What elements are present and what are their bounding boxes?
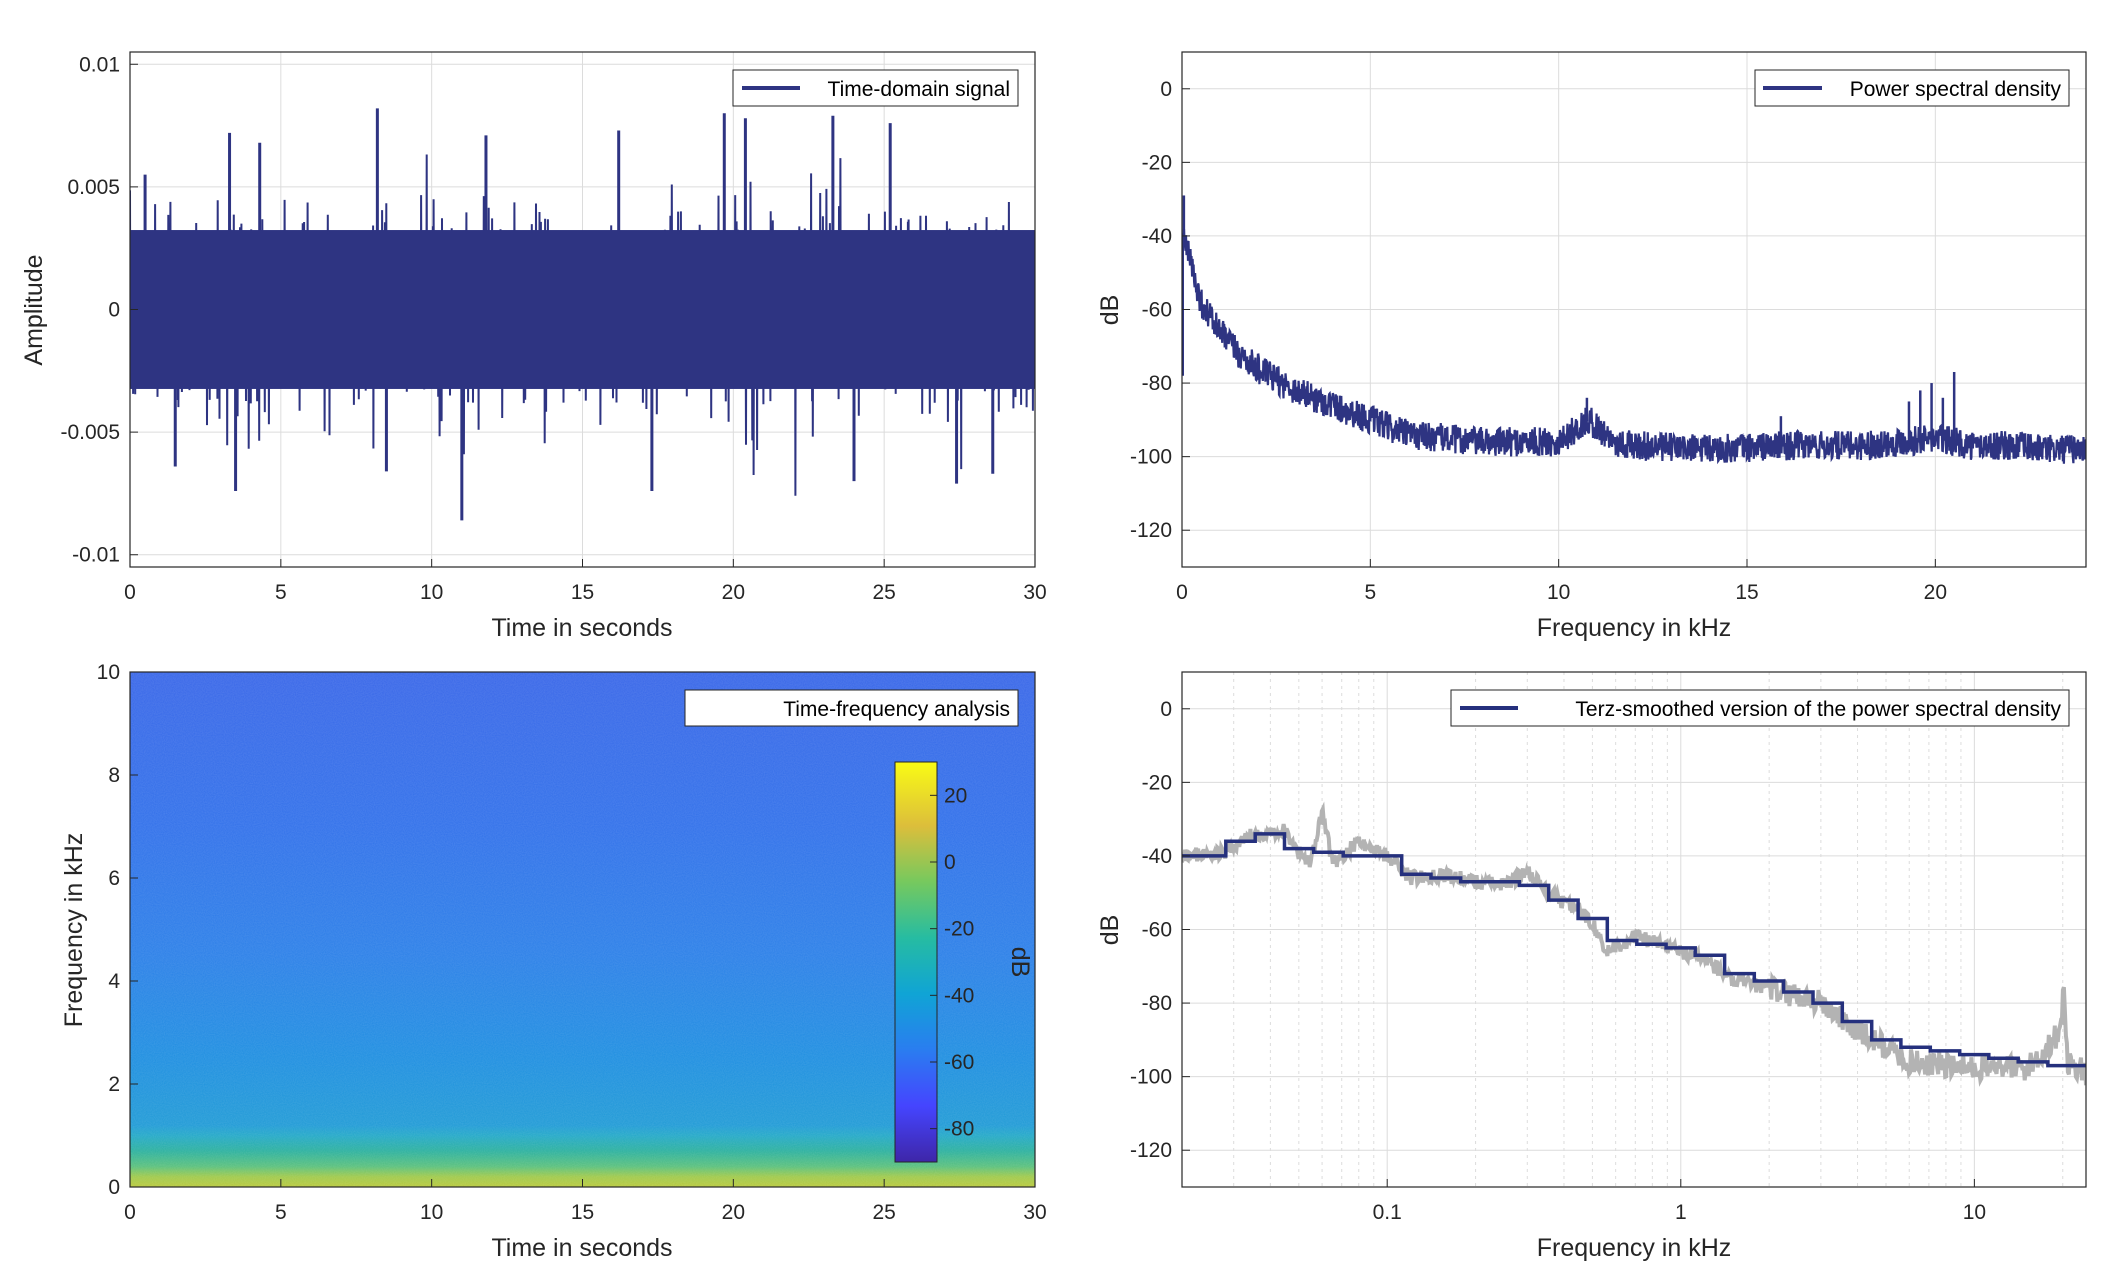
signal-core	[130, 230, 1035, 389]
y-tick-label: -120	[1130, 519, 1172, 542]
x-tick-label: 30	[1023, 581, 1046, 604]
y-tick-label: 0	[108, 299, 120, 322]
y-axis-label: dB	[1096, 295, 1124, 326]
legend: Power spectral density	[1754, 69, 2070, 107]
legend: Time-domain signal	[732, 69, 1019, 107]
y-tick-label: -120	[1130, 1139, 1172, 1162]
legend-entry: Power spectral density	[1850, 78, 2062, 101]
colorbar-tick-label: -20	[944, 918, 974, 941]
y-tick-label: 2	[108, 1073, 120, 1096]
heatmap-noise	[130, 672, 1035, 1187]
x-tick-label: 25	[872, 581, 895, 604]
x-tick-label: 25	[872, 1201, 895, 1224]
y-tick-label: -80	[1142, 992, 1172, 1015]
x-tick-label: 5	[1364, 581, 1376, 604]
legend-box	[684, 689, 1019, 727]
x-tick-label: 15	[571, 581, 594, 604]
grid	[1182, 672, 2086, 1187]
terz-smoothed-chart: 0.1 1 10 -120 -100 -80 -60 -40 -20 0 Frequency i…	[1096, 671, 2087, 1262]
x-tick-label: 20	[722, 581, 745, 604]
x-axis-ticks: 0 5 10 15 20 25 30	[124, 559, 1047, 604]
x-tick-label: 15	[1735, 581, 1758, 604]
legend-entry: Time-frequency analysis	[783, 698, 1010, 721]
y-tick-label: -80	[1142, 372, 1172, 395]
x-tick-label: 5	[275, 581, 287, 604]
y-tick-label: -20	[1142, 151, 1172, 174]
colorbar-tick-label: -60	[944, 1051, 974, 1074]
x-tick-label: 15	[571, 1201, 594, 1224]
x-tick-label: 0	[124, 581, 136, 604]
legend-entry: Terz-smoothed version of the power spect…	[1575, 698, 2061, 721]
legend: Time-frequency analysis	[684, 689, 1019, 727]
x-axis-label: Frequency in kHz	[1537, 1234, 1732, 1262]
y-tick-label: 0.01	[79, 53, 120, 76]
colorbar-label: dB	[1006, 947, 1034, 978]
x-tick-label: 30	[1023, 1201, 1046, 1224]
x-tick-label: 5	[275, 1201, 287, 1224]
y-tick-label: -60	[1142, 299, 1172, 322]
legend-box	[1450, 689, 2070, 727]
y-axis-label: Amplitude	[20, 254, 48, 365]
x-axis-ticks: 0 5 10 15 20 25 30	[124, 1179, 1047, 1224]
y-axis-ticks: -0.01 -0.005 0 0.005 0.01	[60, 53, 138, 567]
y-tick-label: -40	[1142, 845, 1172, 868]
x-axis-ticks: 0 5 10 15 20	[1176, 559, 1947, 604]
y-tick-label: 0	[1160, 698, 1172, 721]
y-axis-label: dB	[1096, 915, 1124, 946]
y-tick-label: -20	[1142, 771, 1172, 794]
y-tick-label: -0.005	[60, 421, 120, 444]
x-tick-label: 0	[124, 1201, 136, 1224]
y-tick-label: 0	[1160, 78, 1172, 101]
psd-line	[1182, 195, 2086, 465]
x-tick-label: 20	[1924, 581, 1947, 604]
legend: Terz-smoothed version of the power spect…	[1450, 689, 2070, 727]
colorbar-tick-label: 20	[944, 784, 967, 807]
y-tick-label: -0.01	[72, 544, 120, 567]
psd-trace	[1182, 228, 2086, 465]
y-tick-label: 8	[108, 764, 120, 787]
y-axis-label: Frequency in kHz	[60, 833, 88, 1028]
y-tick-label: 0.005	[67, 176, 120, 199]
x-tick-label: 20	[722, 1201, 745, 1224]
spectrogram-chart: 0 5 10 15 20 25 30 0 2 4 6 8 10 Time in seconds Fre…	[60, 661, 1047, 1262]
x-tick-label: 10	[420, 581, 443, 604]
colorbar-tick-label: 0	[944, 851, 956, 874]
x-tick-label: 10	[420, 1201, 443, 1224]
y-axis-ticks: 0 2 4 6 8 10	[97, 661, 138, 1199]
x-tick-label: 10	[1547, 581, 1570, 604]
y-tick-label: 6	[108, 867, 120, 890]
raw-psd-trace	[1182, 801, 2086, 1087]
colorbar-gradient	[894, 761, 938, 1163]
y-axis-ticks: -120 -100 -80 -60 -40 -20 0	[1130, 698, 1190, 1162]
x-tick-label: 0	[1176, 581, 1188, 604]
y-axis-ticks: -120 -100 -80 -60 -40 -20 0	[1130, 78, 1190, 542]
time-domain-chart: 0 5 10 15 20 25 30 -0.01 -0.005 0 0.005 0.01 Time …	[20, 51, 1047, 642]
y-tick-label: 4	[108, 970, 120, 993]
x-tick-label: 10	[1963, 1201, 1986, 1224]
smoothed-psd-trace	[1182, 832, 2086, 1068]
y-tick-label: -100	[1130, 1066, 1172, 1089]
y-tick-label: 10	[97, 661, 120, 684]
colorbar-ticks: -80 -60 -40 -20 0 20	[930, 784, 974, 1141]
x-axis-label: Frequency in kHz	[1537, 614, 1732, 642]
x-axis-label: Time in seconds	[491, 614, 672, 642]
x-tick-label: 1	[1675, 1201, 1687, 1224]
x-tick-label: 0.1	[1373, 1201, 1402, 1224]
y-tick-label: -60	[1142, 919, 1172, 942]
x-axis-label: Time in seconds	[491, 1234, 672, 1262]
smoothed-psd-line	[1182, 832, 2086, 1068]
raw-psd-line	[1182, 801, 2086, 1087]
colorbar-tick-label: -80	[944, 1118, 974, 1141]
y-tick-label: -40	[1142, 225, 1172, 248]
x-axis-ticks: 0.1 1 10	[1373, 1179, 1986, 1224]
y-tick-label: 0	[108, 1176, 120, 1199]
legend-entry: Time-domain signal	[828, 78, 1010, 101]
colorbar: -80 -60 -40 -20 0 20 dB	[894, 761, 1034, 1163]
colorbar-tick-label: -40	[944, 984, 974, 1007]
time-domain-signal-line	[130, 108, 1035, 521]
psd-chart: 0 5 10 15 20 -120 -100 -80 -60 -40 -20 0 Frequency…	[1096, 51, 2087, 642]
y-tick-label: -100	[1130, 446, 1172, 469]
